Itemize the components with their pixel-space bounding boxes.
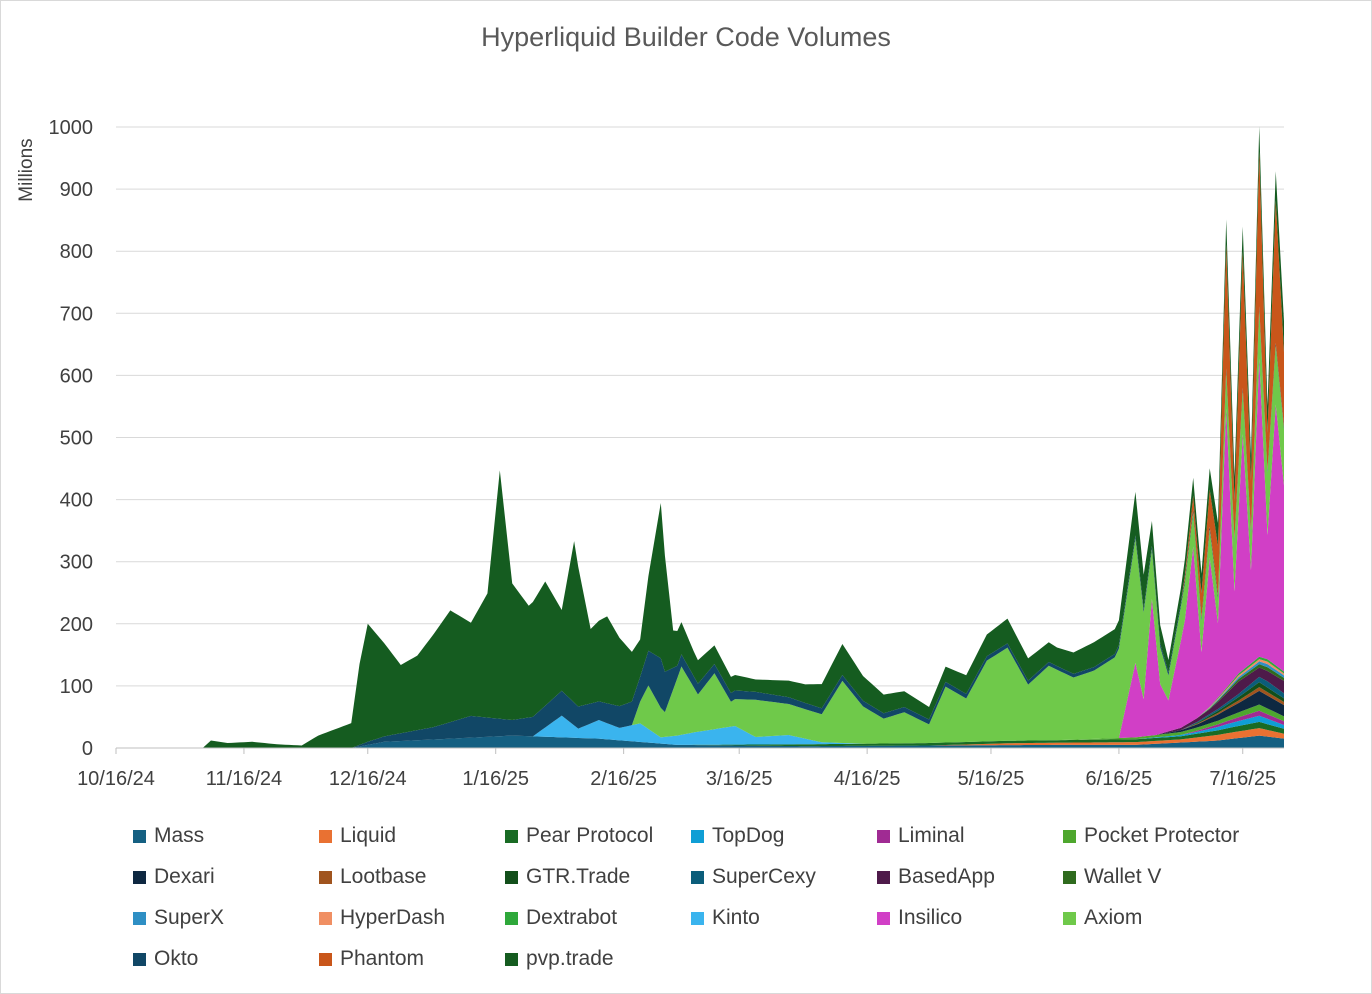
legend-label: Pear Protocol: [526, 824, 654, 847]
legend-swatch: [691, 911, 704, 925]
legend-swatch: [505, 952, 518, 966]
legend-swatch: [691, 870, 704, 884]
legend: Mass Liquid Pear Protocol TopDog Liminal Pock…: [133, 822, 1333, 973]
legend-swatch: [1063, 870, 1076, 884]
y-tick-label: 500: [60, 428, 93, 450]
legend-swatch: [133, 829, 146, 843]
legend-label: GTR.Trade: [526, 865, 631, 888]
y-tick-label: 400: [60, 490, 93, 512]
x-axis: 10/16/24 11/16/24 12/16/24 1/16/25 2/16/25 3/…: [77, 747, 1284, 790]
chart-title: Hyperliquid Builder Code Volumes: [481, 22, 891, 52]
legend-item: Kinto: [691, 904, 877, 932]
legend-item: pvp.trade: [505, 945, 691, 973]
x-tick-label: 10/16/24: [77, 768, 155, 790]
legend-item: Liminal: [877, 822, 1063, 850]
y-axis-label: Millions: [16, 138, 37, 201]
legend-item: Liquid: [319, 822, 505, 850]
legend-label: BasedApp: [898, 865, 995, 888]
legend-item: Insilico: [877, 904, 1063, 932]
series-areas: [116, 126, 1284, 748]
series-area-insilico: [116, 358, 1284, 748]
legend-label: Mass: [154, 824, 205, 847]
x-tick-label: 1/16/25: [462, 768, 529, 790]
y-tick-label: 700: [60, 303, 93, 325]
legend-label: Pocket Protector: [1084, 824, 1240, 847]
legend-swatch: [505, 911, 518, 925]
y-tick-label: 800: [60, 241, 93, 263]
legend-label: Okto: [154, 947, 199, 970]
y-tick-labels: 0 100 200 300 400 500 600 700 800 900 1000: [49, 117, 94, 760]
legend-swatch: [877, 870, 890, 884]
legend-item: TopDog: [691, 822, 877, 850]
legend-label: TopDog: [712, 824, 785, 847]
legend-item: SuperX: [133, 904, 319, 932]
legend-item: GTR.Trade: [505, 863, 691, 891]
x-tick-label: 2/16/25: [590, 768, 657, 790]
legend-swatch: [319, 952, 332, 966]
legend-swatch: [133, 870, 146, 884]
y-tick-label: 900: [60, 179, 93, 201]
y-tick-label: 100: [60, 676, 93, 698]
y-tick-label: 600: [60, 365, 93, 387]
legend-swatch: [133, 952, 146, 966]
legend-swatch: [133, 911, 146, 925]
legend-swatch: [319, 870, 332, 884]
legend-label: Dextrabot: [526, 906, 618, 929]
legend-label: SuperCexy: [712, 865, 816, 888]
legend-label: Dexari: [154, 865, 215, 888]
gridlines: [116, 126, 1284, 687]
legend-label: Kinto: [712, 906, 760, 929]
legend-swatch: [877, 829, 890, 843]
x-tick-label: 11/16/24: [206, 768, 282, 790]
legend-item: Mass: [133, 822, 319, 850]
legend-item: Pear Protocol: [505, 822, 691, 850]
legend-item: SuperCexy: [691, 863, 877, 891]
legend-swatch: [505, 870, 518, 884]
x-tick-label: 6/16/25: [1086, 768, 1153, 790]
legend-swatch: [319, 911, 332, 925]
legend-item: Phantom: [319, 945, 505, 973]
legend-label: Lootbase: [340, 865, 427, 888]
legend-item: Axiom: [1063, 904, 1263, 932]
legend-swatch: [1063, 829, 1076, 843]
y-tick-label: 0: [82, 738, 93, 760]
legend-swatch: [319, 829, 332, 843]
legend-label: Liminal: [898, 824, 965, 847]
x-tick-label: 5/16/25: [958, 768, 1025, 790]
y-tick-label: 1000: [49, 117, 94, 139]
series-area-pear-protocol: [116, 721, 1284, 748]
legend-label: pvp.trade: [526, 947, 614, 970]
legend-label: Insilico: [898, 906, 963, 929]
x-tick-label: 12/16/24: [329, 768, 407, 790]
legend-item: Lootbase: [319, 863, 505, 891]
y-tick-label: 200: [60, 614, 93, 636]
legend-label: HyperDash: [340, 906, 446, 929]
legend-label: Wallet V: [1084, 865, 1162, 888]
legend-item: Wallet V: [1063, 863, 1263, 891]
legend-item: Pocket Protector: [1063, 822, 1263, 850]
legend-label: Liquid: [340, 824, 397, 847]
x-tick-label: 7/16/25: [1209, 768, 1276, 790]
legend-label: Phantom: [340, 947, 425, 970]
legend-item: HyperDash: [319, 904, 505, 932]
x-tick-label: 3/16/25: [706, 768, 773, 790]
legend-item: Dexari: [133, 863, 319, 891]
legend-label: SuperX: [154, 906, 225, 929]
x-tick-label: 4/16/25: [834, 768, 901, 790]
legend-swatch: [691, 829, 704, 843]
legend-item: Okto: [133, 945, 319, 973]
legend-swatch: [1063, 911, 1076, 925]
legend-item: Dextrabot: [505, 904, 691, 932]
legend-label: Axiom: [1084, 906, 1143, 929]
legend-swatch: [505, 829, 518, 843]
legend-swatch: [877, 911, 890, 925]
series-area-mass: [116, 735, 1284, 748]
y-tick-label: 300: [60, 552, 93, 574]
legend-item: BasedApp: [877, 863, 1063, 891]
